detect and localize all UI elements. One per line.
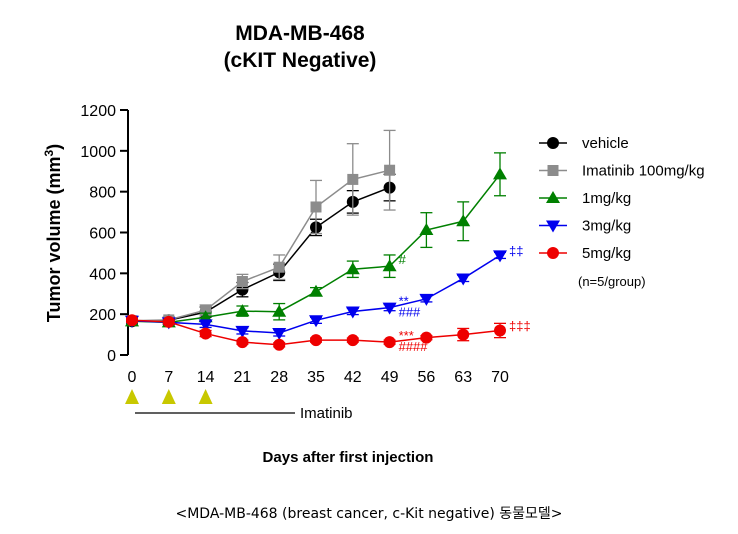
- legend-label-1mg-kg: 1mg/kg: [582, 190, 631, 207]
- x-tick-label: 28: [270, 369, 288, 386]
- treatment-label: Imatinib: [300, 405, 353, 422]
- legend-label-imatinib-100mg-kg: Imatinib 100mg/kg: [582, 163, 705, 180]
- data-point-1mg-kg: [235, 304, 250, 317]
- significance-annotation: #: [399, 252, 407, 267]
- y-tick-label: 200: [89, 307, 116, 324]
- series-5mg-kg: [126, 314, 506, 351]
- x-tick-label: 14: [197, 369, 215, 386]
- data-point-1mg-kg: [272, 304, 287, 317]
- series-line-vehicle: [131, 186, 390, 323]
- legend-marker-imatinib-100mg-kg: [547, 165, 559, 176]
- y-tick-label: 0: [107, 348, 116, 365]
- data-point-5mg-kg: [273, 338, 286, 351]
- significance-annotation: ####: [399, 339, 429, 354]
- data-point-3mg-kg: [235, 325, 250, 338]
- chart-canvas: MDA-MB-468 (cKIT Negative) 0 200 400 600 800 10…: [42, 22, 705, 466]
- x-tick-label: 35: [307, 369, 325, 386]
- y-tick-label: 800: [89, 185, 116, 202]
- significance-annotation: ‡‡‡: [509, 319, 531, 334]
- data-point-3mg-kg: [493, 250, 507, 263]
- data-point-imatinib-100mg-kg: [310, 201, 322, 213]
- x-axis-label: Days after first injection: [263, 449, 434, 466]
- data-point-3mg-kg: [198, 319, 213, 332]
- legend-marker-1mg-kg: [546, 191, 560, 203]
- data-point-3mg-kg: [419, 293, 434, 306]
- data-point-3mg-kg: [382, 302, 397, 315]
- legend-label-3mg-kg: 3mg/kg: [582, 218, 631, 235]
- y-tick-label: 1200: [80, 103, 116, 120]
- chart-title: MDA-MB-468: [235, 22, 365, 45]
- legend-marker-5mg-kg: [547, 247, 559, 259]
- data-point-1mg-kg: [382, 259, 397, 272]
- series-line-imatinib-100mg-kg: [131, 169, 390, 322]
- x-tick-label: 0: [128, 369, 137, 386]
- data-point-1mg-kg: [419, 223, 434, 236]
- y-tick-label: 600: [89, 226, 116, 243]
- data-point-1mg-kg: [198, 310, 213, 323]
- data-point-5mg-kg: [346, 334, 359, 347]
- dosing-marker: [125, 389, 139, 404]
- figure-caption: <MDA-MB-468 (breast cancer, c-Kit negati…: [175, 506, 563, 522]
- data-point-5mg-kg: [310, 334, 322, 347]
- legend-label-vehicle: vehicle: [582, 135, 629, 152]
- series-vehicle: [126, 173, 396, 328]
- significance-annotation: **: [399, 294, 409, 309]
- data-point-3mg-kg: [309, 315, 323, 328]
- chart-subtitle: (cKIT Negative): [224, 49, 377, 72]
- x-tick-label: 42: [344, 369, 362, 386]
- data-point-imatinib-100mg-kg: [384, 164, 396, 176]
- data-point-1mg-kg: [345, 262, 360, 275]
- y-tick-label: 400: [89, 266, 116, 283]
- data-point-1mg-kg: [493, 167, 507, 180]
- legend-marker-3mg-kg: [546, 220, 560, 233]
- data-point-1mg-kg: [309, 284, 323, 297]
- data-point-5mg-kg: [457, 328, 470, 341]
- significance-annotation: ***: [399, 328, 414, 343]
- data-point-1mg-kg: [456, 214, 471, 227]
- x-tick-label: 7: [164, 369, 173, 386]
- series-imatinib-100mg-kg: [126, 129, 396, 327]
- data-point-5mg-kg: [420, 331, 433, 344]
- dosing-marker: [198, 389, 213, 404]
- data-point-5mg-kg: [199, 327, 212, 340]
- data-point-3mg-kg: [456, 273, 471, 286]
- data-point-5mg-kg: [162, 315, 175, 328]
- x-tick-label: 49: [381, 369, 399, 386]
- x-tick-label: 21: [234, 369, 252, 386]
- data-point-5mg-kg: [383, 336, 396, 349]
- y-axis-label: Tumor volume (mm3): [42, 144, 64, 322]
- data-point-imatinib-100mg-kg: [347, 173, 359, 185]
- data-point-5mg-kg: [126, 314, 138, 327]
- data-point-3mg-kg: [272, 327, 287, 340]
- series-1mg-kg: [125, 152, 507, 328]
- dosing-marker: [161, 389, 176, 404]
- significance-annotation: ###: [399, 305, 421, 320]
- y-tick-label: 1000: [80, 144, 116, 161]
- data-point-imatinib-100mg-kg: [236, 276, 248, 287]
- legend-note: (n=5/group): [578, 274, 646, 289]
- data-point-5mg-kg: [236, 336, 249, 349]
- legend-marker-vehicle: [547, 137, 559, 149]
- data-point-5mg-kg: [494, 324, 506, 337]
- x-tick-label: 70: [491, 369, 509, 386]
- legend-label-5mg-kg: 5mg/kg: [582, 245, 631, 262]
- data-point-imatinib-100mg-kg: [273, 261, 285, 273]
- significance-annotation: ‡‡: [509, 243, 523, 258]
- x-tick-label: 63: [454, 369, 472, 386]
- data-point-3mg-kg: [345, 306, 360, 319]
- data-point-imatinib-100mg-kg: [200, 304, 212, 316]
- x-tick-label: 56: [418, 369, 436, 386]
